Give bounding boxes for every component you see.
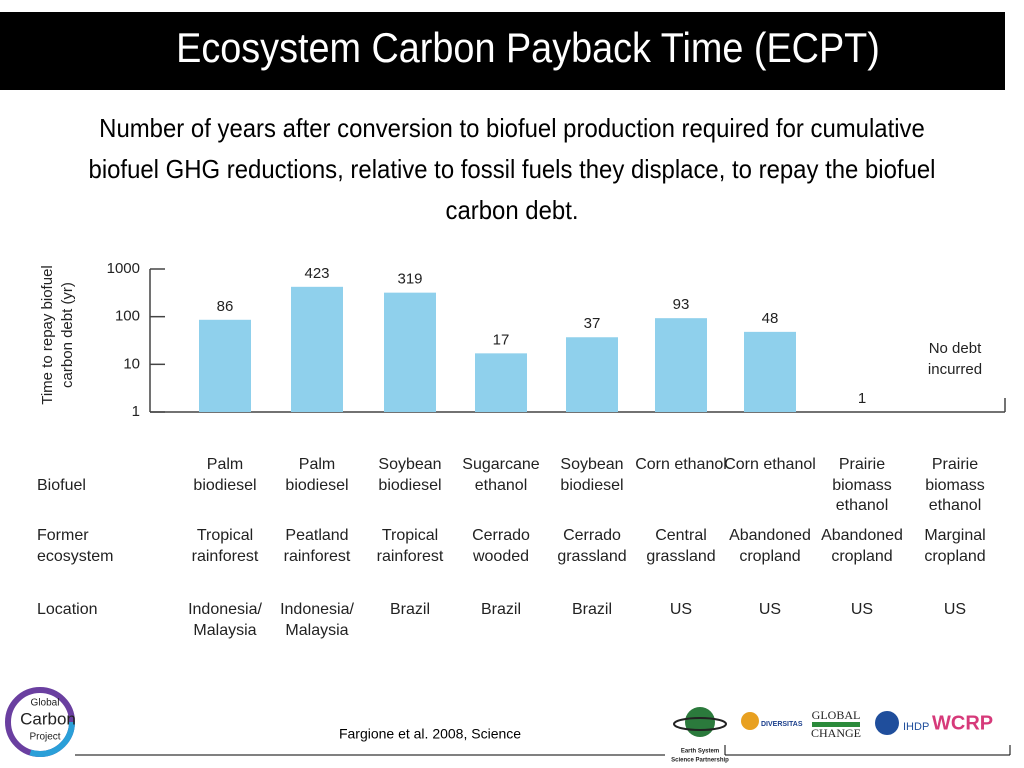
bar [384, 292, 436, 412]
logo-text: Earth System [681, 749, 719, 755]
value-label: 17 [493, 331, 510, 348]
y-tick-label: 100 [115, 308, 140, 325]
y-tick-label: 1 [132, 403, 140, 420]
biofuel-label: Palm biodiesel [193, 456, 257, 494]
ecosystem-label: Marginal cropland [924, 527, 986, 565]
location-label: US [850, 601, 874, 618]
location-label: US [669, 601, 693, 618]
logo-text: Global [31, 698, 60, 709]
value-label: 48 [762, 310, 779, 327]
logo-text: DIVERSITAS [761, 721, 803, 728]
location-label: Brazil [389, 601, 430, 618]
biofuel-label: Soybean biodiesel [560, 456, 624, 494]
y-tick-label: 10 [123, 355, 140, 372]
ecosystem-label: Abandoned cropland [821, 527, 903, 565]
biofuel-label: Soybean biodiesel [378, 456, 442, 494]
title-bar [0, 12, 1005, 90]
bar [475, 353, 527, 412]
location-label: Indonesia/ Malaysia [280, 601, 354, 639]
slide-title: Ecosystem Carbon Payback Time (ECPT) [176, 24, 880, 71]
logo-text: GLOBAL [812, 708, 861, 722]
bar [566, 337, 618, 412]
bar [291, 286, 343, 412]
location-label: Brazil [571, 601, 612, 618]
location-label: US [943, 601, 967, 618]
value-label: 86 [217, 298, 234, 315]
value-label: 1 [858, 390, 866, 407]
location-label: Brazil [480, 601, 521, 618]
value-label: 93 [673, 296, 690, 313]
biofuel-label: Palm biodiesel [285, 456, 349, 494]
essp-logo: Earth System Science Partnership [671, 707, 729, 764]
ecosystem-label: Central grassland [646, 527, 716, 565]
diversitas-logo: DIVERSITAS [741, 712, 803, 730]
logo-text: CHANGE [811, 726, 861, 740]
logo-globe [685, 707, 715, 737]
logo-text: Project [29, 732, 60, 743]
location-label: US [758, 601, 782, 618]
logo-text: Science Partnership [671, 758, 729, 764]
biofuel-label: Sugarcane ethanol [462, 456, 540, 494]
y-tick-label: 1000 [107, 260, 140, 277]
ecosystem-label: Tropical rainforest [376, 527, 444, 565]
ecosystem-label: Tropical rainforest [191, 527, 259, 565]
biofuel-label: Corn ethanol [724, 456, 816, 473]
logo-text: IHDP [903, 721, 929, 733]
logo-ring [5, 687, 75, 757]
bar [199, 319, 251, 412]
value-label: 423 [304, 265, 329, 282]
row-label: Location [37, 601, 98, 618]
logo-ring [673, 717, 727, 731]
row-label: Biofuel [37, 477, 86, 494]
biofuel-label: Corn ethanol [635, 456, 727, 473]
value-label: 37 [584, 315, 601, 332]
source: Fargione et al. 2008, Science [339, 726, 521, 742]
bar [655, 318, 707, 412]
row-label: Former ecosystem [37, 527, 114, 565]
annotation: No debt incurred [927, 340, 983, 378]
bar [744, 331, 796, 412]
igbp-logo: GLOBAL CHANGE [811, 708, 861, 740]
ecosystem-label: Abandoned cropland [729, 527, 811, 565]
subtitle: Number of years after conversion to biof… [88, 113, 936, 225]
logo-mark [741, 712, 759, 730]
logo-bar [812, 722, 860, 727]
ecosystem-label: Cerrado wooded [472, 527, 530, 565]
ecosystem-label: Cerrado grassland [557, 527, 627, 565]
location-label: Indonesia/ Malaysia [188, 601, 262, 639]
gcp-logo: Global Carbon Project [5, 687, 76, 757]
value-label: 319 [397, 271, 422, 288]
ecosystem-label: Peatland rainforest [283, 527, 351, 565]
wcrp-logo: WCRP [932, 712, 993, 734]
logo-text: Carbon [20, 709, 76, 728]
ihdp-logo: IHDP [875, 711, 929, 735]
logo-globe [875, 711, 899, 735]
biofuel-label: Prairie biomass ethanol [832, 456, 892, 514]
biofuel-label: Prairie biomass ethanol [925, 456, 985, 514]
